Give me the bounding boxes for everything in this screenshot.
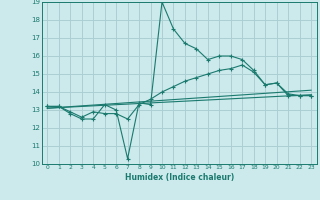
X-axis label: Humidex (Indice chaleur): Humidex (Indice chaleur) xyxy=(124,173,234,182)
